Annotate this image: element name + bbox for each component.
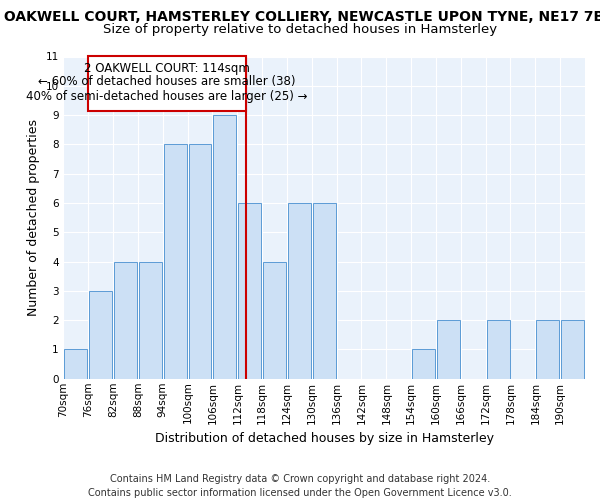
Y-axis label: Number of detached properties: Number of detached properties xyxy=(27,119,40,316)
Bar xyxy=(412,350,435,379)
Bar xyxy=(561,320,584,379)
Text: 2, OAKWELL COURT, HAMSTERLEY COLLIERY, NEWCASTLE UPON TYNE, NE17 7BD: 2, OAKWELL COURT, HAMSTERLEY COLLIERY, N… xyxy=(0,10,600,24)
Bar xyxy=(88,56,245,110)
Bar xyxy=(164,144,187,379)
Bar xyxy=(89,291,112,379)
Text: Contains HM Land Registry data © Crown copyright and database right 2024.
Contai: Contains HM Land Registry data © Crown c… xyxy=(88,474,512,498)
Text: Size of property relative to detached houses in Hamsterley: Size of property relative to detached ho… xyxy=(103,22,497,36)
Bar xyxy=(288,203,311,379)
Text: 2 OAKWELL COURT: 114sqm: 2 OAKWELL COURT: 114sqm xyxy=(84,62,250,74)
Bar xyxy=(313,203,335,379)
Bar xyxy=(114,262,137,379)
Bar xyxy=(487,320,509,379)
Bar xyxy=(214,115,236,379)
Bar xyxy=(188,144,211,379)
X-axis label: Distribution of detached houses by size in Hamsterley: Distribution of detached houses by size … xyxy=(155,432,494,445)
Bar xyxy=(139,262,162,379)
Text: ← 60% of detached houses are smaller (38): ← 60% of detached houses are smaller (38… xyxy=(38,75,296,88)
Bar xyxy=(536,320,559,379)
Bar xyxy=(437,320,460,379)
Text: 40% of semi-detached houses are larger (25) →: 40% of semi-detached houses are larger (… xyxy=(26,90,308,104)
Bar xyxy=(64,350,88,379)
Bar xyxy=(238,203,261,379)
Bar xyxy=(263,262,286,379)
